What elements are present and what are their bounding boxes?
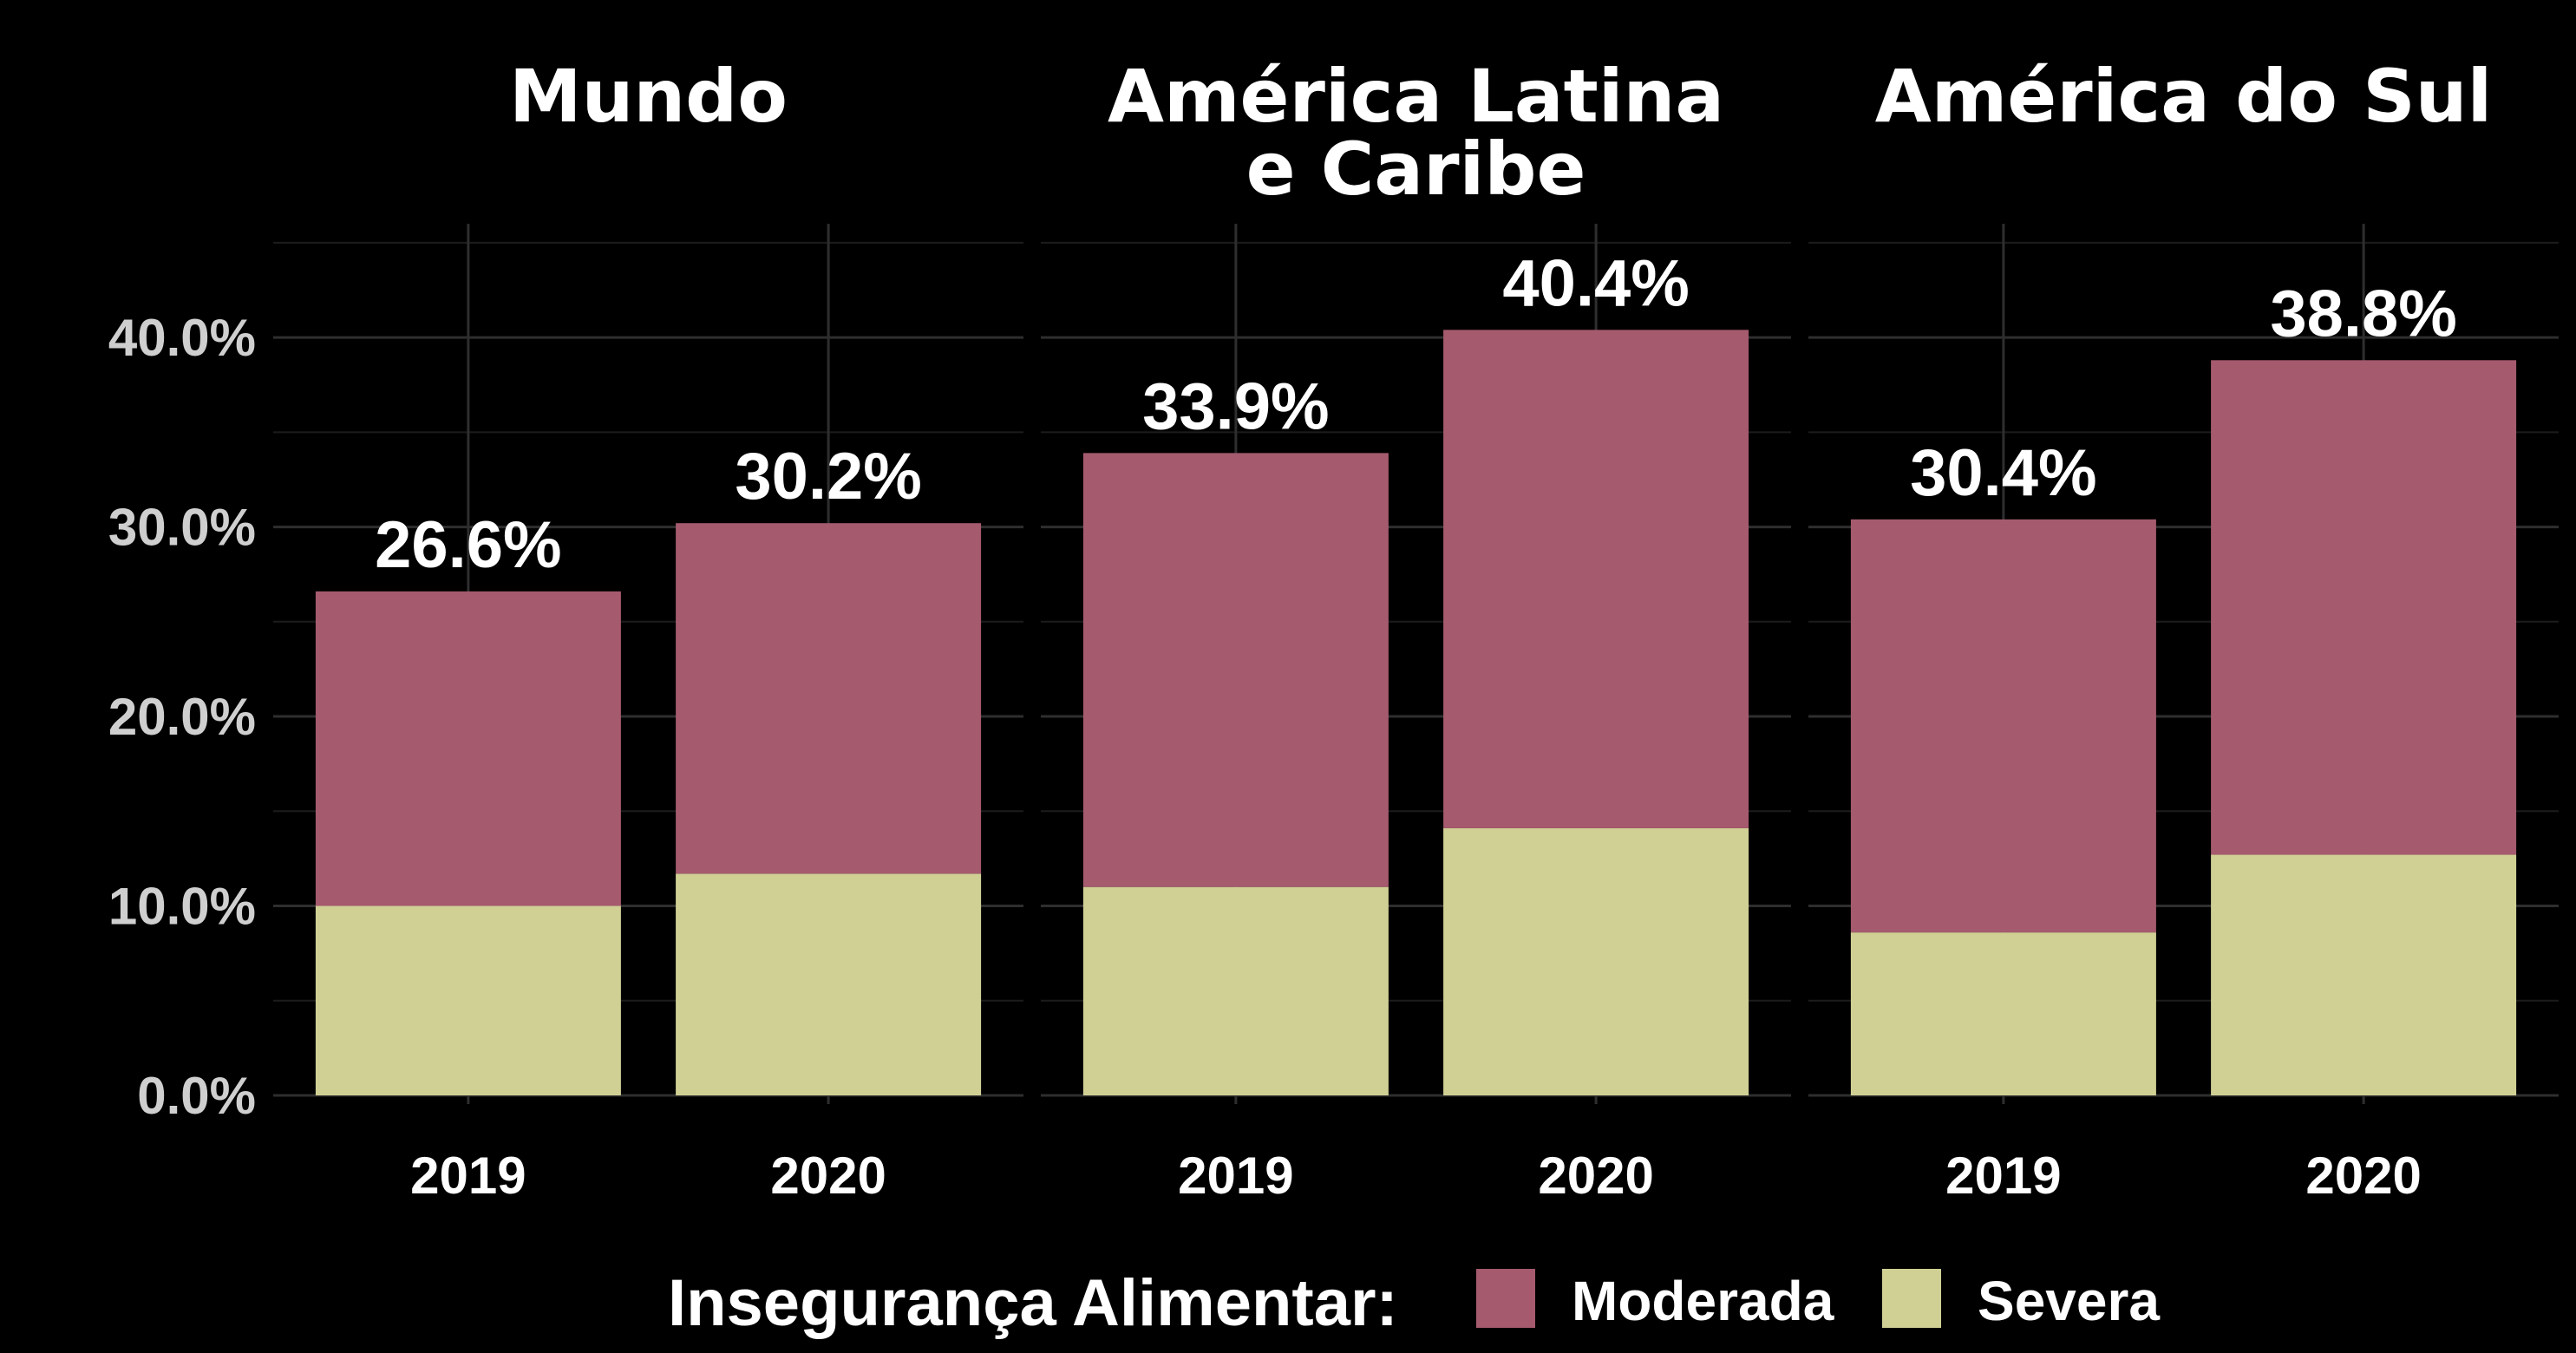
legend: Insegurança Alimentar: Moderada Severa [668, 1266, 2160, 1340]
bar-moderada-2019 [1850, 519, 2156, 933]
y-axis: 0.0% 10.0% 20.0% 30.0% 40.0% [108, 309, 256, 1125]
bar-total-label: 40.4% [1502, 246, 1690, 320]
y-tick-label: 10.0% [108, 878, 256, 936]
panel-title: e Caribe [1246, 127, 1586, 212]
bar-total-label: 30.2% [735, 440, 922, 513]
legend-key-moderada [1476, 1269, 1535, 1328]
bar-severa-2020 [676, 873, 982, 1095]
bar-moderada-2020 [2211, 360, 2517, 855]
bar-moderada-2019 [315, 591, 621, 906]
bar-moderada-2019 [1082, 453, 1389, 887]
x-tick-label: 2020 [1538, 1147, 1653, 1205]
panel-1: Mundo 26.6% 2019 30.2% 2020 [273, 54, 1023, 1205]
bar-total-label: 38.8% [2270, 277, 2457, 350]
bar-severa-2019 [315, 905, 621, 1095]
x-tick-label: 2019 [1178, 1147, 1293, 1205]
bar-total-label: 33.9% [1142, 369, 1330, 443]
legend-key-severa [1882, 1269, 1941, 1328]
legend-title: Insegurança Alimentar: [668, 1266, 1398, 1340]
bar-moderada-2020 [1443, 330, 1749, 828]
panel-title: América Latina [1108, 54, 1724, 139]
bar-severa-2020 [1443, 827, 1749, 1095]
x-tick-label: 2019 [410, 1147, 526, 1205]
y-tick-label: 20.0% [108, 688, 256, 746]
bar-severa-2020 [2211, 854, 2517, 1095]
x-tick-label: 2019 [1945, 1147, 2061, 1205]
y-tick-label: 40.0% [108, 309, 256, 367]
bar-severa-2019 [1850, 932, 2156, 1095]
bar-moderada-2020 [676, 523, 982, 874]
panel-title: Mundo [509, 54, 788, 139]
panel-title: América do Sul [1875, 54, 2493, 139]
y-tick-label: 0.0% [137, 1067, 256, 1125]
panel-3: América do Sul 30.4% 2019 38.8% 2020 [1808, 54, 2559, 1205]
y-tick-label: 30.0% [108, 499, 256, 557]
bar-severa-2019 [1082, 886, 1389, 1095]
legend-label-moderada: Moderada [1572, 1270, 1834, 1332]
bar-total-label: 30.4% [1910, 436, 2097, 510]
x-tick-label: 2020 [2305, 1147, 2421, 1205]
bar-total-label: 26.6% [375, 508, 562, 582]
x-tick-label: 2020 [770, 1147, 886, 1205]
legend-label-severa: Severa [1978, 1270, 2160, 1332]
